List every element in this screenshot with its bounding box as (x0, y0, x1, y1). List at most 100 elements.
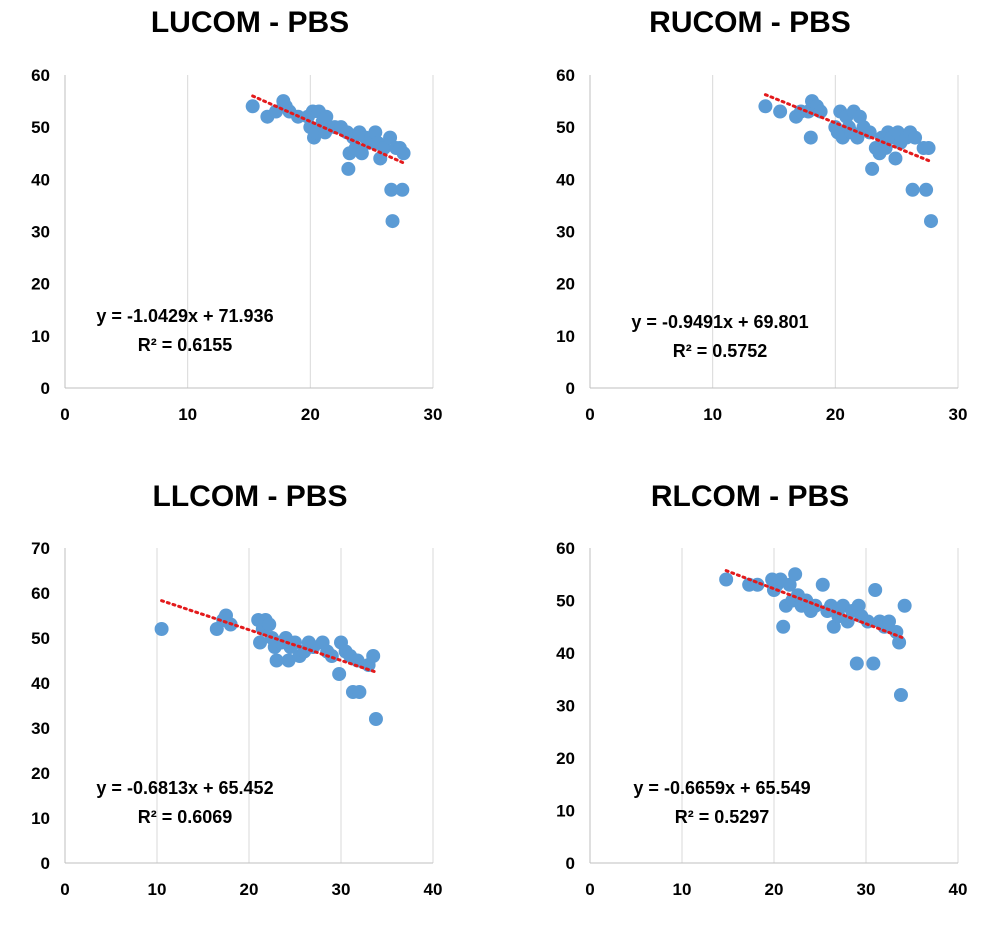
trendline (724, 569, 907, 640)
r-squared-label: R² = 0.6155 (138, 335, 233, 355)
y-tick-label: 50 (31, 629, 50, 648)
x-tick-label: 20 (826, 405, 845, 424)
y-tick-label: 50 (556, 592, 575, 611)
chart-title: LLCOM - PBS (152, 480, 348, 513)
data-point (888, 151, 903, 166)
chart-rucom: RUCOM - PBS 0 10 20 30 40 50 60 0 10 20 30 y = -0.9… (500, 0, 1000, 462)
data-point (851, 598, 866, 613)
data-point (803, 130, 818, 145)
trendline-equation: y = -0.6813x + 65.452 (96, 778, 273, 798)
data-point (882, 614, 896, 629)
x-tick-label: 0 (60, 880, 69, 899)
data-point (385, 214, 400, 229)
y-tick-label: 40 (556, 170, 575, 189)
data-point (893, 688, 908, 702)
trendline-equation: y = -0.9491x + 69.801 (631, 312, 808, 332)
y-tick-label: 0 (566, 854, 575, 873)
x-tick-label: 10 (673, 880, 692, 899)
x-tick-label: 30 (949, 405, 968, 424)
x-tick-label: 10 (148, 880, 167, 899)
data-point (905, 182, 920, 197)
x-tick-label: 30 (424, 405, 443, 424)
data-point (262, 617, 277, 632)
x-tick-label: 30 (857, 880, 876, 899)
trendline-equation: y = -1.0429x + 71.936 (96, 306, 273, 326)
y-tick-label: 0 (41, 854, 50, 873)
data-point (368, 712, 383, 726)
x-tick-label: 20 (301, 405, 320, 424)
data-point (319, 109, 334, 124)
data-point (921, 141, 936, 156)
chart-title: LUCOM - PBS (150, 6, 350, 39)
data-point (384, 182, 399, 197)
data-point (826, 619, 841, 634)
data-point (782, 577, 797, 592)
data-point (788, 567, 803, 582)
x-tick-label: 30 (332, 880, 351, 899)
x-tick-label: 10 (178, 405, 197, 424)
data-point (253, 635, 268, 650)
data-point (281, 653, 296, 668)
y-tick-label: 30 (556, 223, 575, 242)
data-point (773, 104, 788, 119)
data-point (815, 577, 830, 592)
y-tick-label: 20 (556, 275, 575, 294)
plot-lucom: 0 10 20 30 40 50 60 0 10 20 30 y = -1.0429x + 71.93… (31, 66, 443, 424)
y-tick-label: 70 (31, 539, 50, 558)
y-tick-label: 60 (556, 66, 575, 85)
x-tick-label: 10 (703, 405, 722, 424)
y-tick-label: 60 (556, 539, 575, 558)
y-tick-label: 30 (31, 223, 50, 242)
data-point (245, 99, 260, 114)
x-tick-label: 40 (949, 880, 968, 899)
data-point (395, 182, 410, 197)
y-tick-label: 60 (31, 66, 50, 85)
data-point (383, 130, 398, 145)
data-point (354, 146, 369, 161)
y-tick-label: 60 (31, 584, 50, 603)
data-point (865, 161, 880, 176)
data-point (324, 649, 339, 663)
r-squared-label: R² = 0.6069 (138, 807, 233, 827)
x-tick-label: 40 (424, 880, 443, 899)
data-point (776, 619, 791, 634)
data-point (368, 125, 383, 140)
y-tick-label: 40 (556, 644, 575, 663)
y-tick-label: 20 (556, 749, 575, 768)
y-tick-label: 40 (31, 170, 50, 189)
y-tick-label: 50 (556, 118, 575, 137)
chart-lucom: LUCOM - PBS 0 10 20 30 40 50 60 0 10 20 30 y = -1.0… (0, 0, 500, 462)
data-point (396, 146, 411, 161)
trendline (160, 599, 376, 673)
data-point (866, 656, 881, 671)
y-tick-label: 30 (31, 719, 50, 738)
y-tick-label: 10 (556, 327, 575, 346)
data-point (892, 635, 907, 650)
x-tick-label: 0 (60, 405, 69, 424)
data-point (719, 572, 734, 587)
x-tick-label: 0 (585, 405, 594, 424)
data-point (154, 622, 169, 636)
r-squared-label: R² = 0.5297 (675, 807, 770, 827)
data-point (350, 653, 365, 668)
y-tick-label: 10 (556, 802, 575, 821)
data-point (868, 583, 883, 597)
chart-rlcom: RLCOM - PBS 0 10 20 30 40 50 60 0 10 20 30 40 y = -0… (500, 462, 1000, 925)
y-tick-label: 50 (31, 118, 50, 137)
y-tick-label: 20 (31, 275, 50, 294)
trendline-equation: y = -0.6659x + 65.549 (633, 778, 810, 798)
data-point (908, 130, 923, 145)
plot-rucom: 0 10 20 30 40 50 60 0 10 20 30 y = -0.9491x + 69.80… (556, 66, 968, 424)
trendline (251, 94, 406, 165)
data-point (269, 653, 284, 668)
r-squared-label: R² = 0.5752 (673, 341, 768, 361)
y-tick-label: 0 (566, 379, 575, 398)
y-tick-label: 30 (556, 697, 575, 716)
data-point (758, 99, 773, 114)
data-point (849, 656, 864, 671)
data-point (366, 649, 381, 663)
data-point (919, 182, 934, 197)
trendline (763, 93, 933, 164)
data-point (897, 598, 912, 613)
chart-title: RLCOM - PBS (650, 480, 850, 513)
